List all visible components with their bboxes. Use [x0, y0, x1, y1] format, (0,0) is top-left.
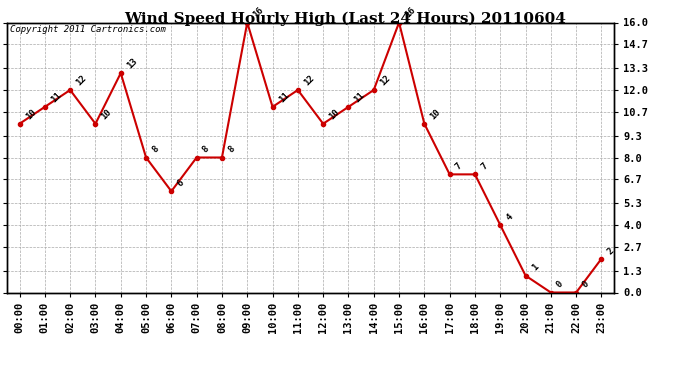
Text: 11: 11 — [49, 90, 63, 104]
Text: 12: 12 — [378, 73, 392, 87]
Text: 0: 0 — [580, 279, 591, 290]
Text: 12: 12 — [302, 73, 316, 87]
Text: 11: 11 — [353, 90, 366, 104]
Text: 10: 10 — [428, 107, 442, 121]
Text: 16: 16 — [251, 6, 266, 20]
Text: 13: 13 — [125, 56, 139, 70]
Text: 12: 12 — [75, 73, 88, 87]
Text: 10: 10 — [99, 107, 114, 121]
Text: 2: 2 — [606, 246, 615, 256]
Text: 16: 16 — [403, 6, 417, 20]
Text: 4: 4 — [504, 212, 515, 222]
Text: 1: 1 — [530, 262, 540, 273]
Text: 8: 8 — [201, 144, 211, 155]
Text: Wind Speed Hourly High (Last 24 Hours) 20110604: Wind Speed Hourly High (Last 24 Hours) 2… — [124, 11, 566, 26]
Text: 10: 10 — [327, 107, 342, 121]
Text: 8: 8 — [226, 144, 236, 155]
Text: 7: 7 — [479, 161, 489, 172]
Text: 7: 7 — [454, 161, 464, 172]
Text: Copyright 2011 Cartronics.com: Copyright 2011 Cartronics.com — [10, 25, 166, 34]
Text: 8: 8 — [150, 144, 160, 155]
Text: 11: 11 — [277, 90, 290, 104]
Text: 6: 6 — [175, 178, 186, 189]
Text: 10: 10 — [23, 107, 38, 121]
Text: 0: 0 — [555, 279, 565, 290]
